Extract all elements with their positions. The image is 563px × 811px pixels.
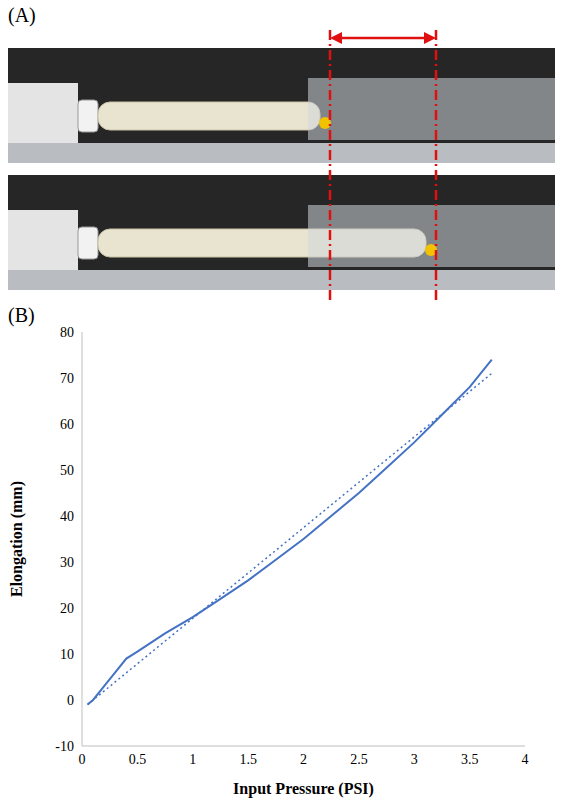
svg-text:-10: -10: [55, 739, 74, 754]
svg-text:80: 80: [60, 325, 74, 340]
svg-text:4: 4: [522, 752, 529, 767]
svg-text:1.5: 1.5: [239, 752, 257, 767]
svg-text:20: 20: [60, 601, 74, 616]
svg-text:0.5: 0.5: [129, 752, 147, 767]
html-text:(B): (B): [8, 304, 35, 326]
svg-text:1: 1: [189, 752, 196, 767]
svg-text:Elongation (mm): Elongation (mm): [8, 481, 26, 597]
svg-text:50: 50: [60, 463, 74, 478]
svg-text:30: 30: [60, 555, 74, 570]
html-text:(A): (A): [8, 4, 36, 26]
svg-text:0: 0: [67, 693, 74, 708]
svg-text:2.5: 2.5: [350, 752, 368, 767]
svg-text:60: 60: [60, 417, 74, 432]
svg-text:3.5: 3.5: [461, 752, 479, 767]
svg-text:40: 40: [60, 509, 74, 524]
svg-text:0: 0: [79, 752, 86, 767]
svg-text:70: 70: [60, 371, 74, 386]
svg-text:2: 2: [300, 752, 307, 767]
svg-text:Input Pressure (PSI): Input Pressure (PSI): [233, 780, 374, 798]
svg-text:10: 10: [60, 647, 74, 662]
svg-text:3: 3: [411, 752, 418, 767]
